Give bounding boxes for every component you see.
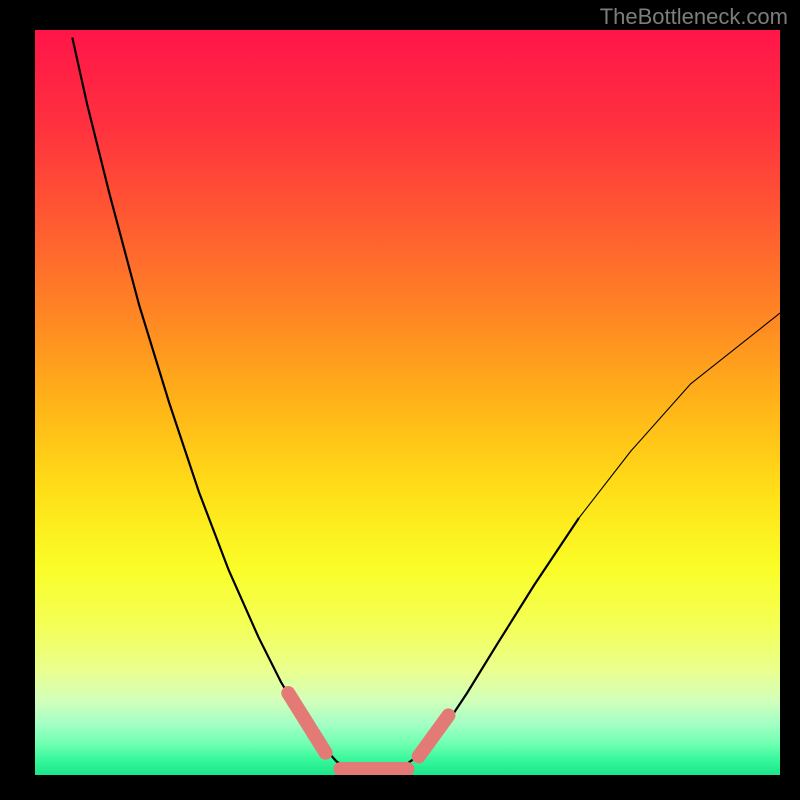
curve-main	[72, 38, 579, 774]
highlight-segment-0	[288, 693, 325, 753]
watermark-text: TheBottleneck.com	[600, 4, 788, 30]
chart-svg	[35, 30, 780, 775]
curve-tail	[579, 313, 780, 518]
highlight-segment-2	[419, 715, 449, 756]
